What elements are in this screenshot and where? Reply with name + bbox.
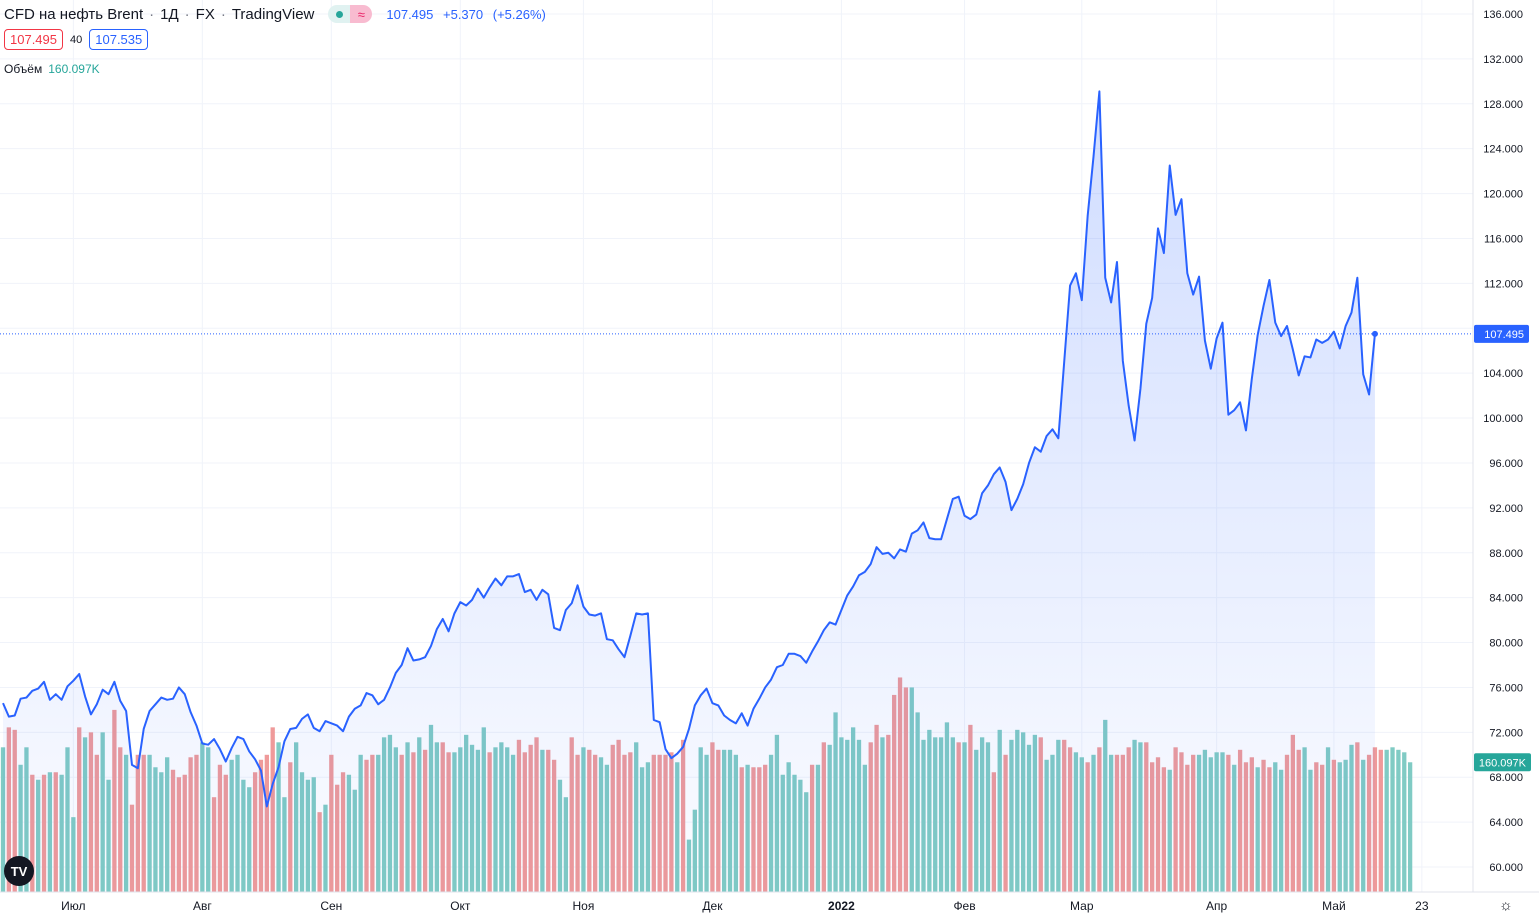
time-tick-label: Ноя xyxy=(573,899,595,913)
volume-bar xyxy=(1372,747,1378,892)
volume-bar xyxy=(1390,747,1395,892)
price-tick-label: 88.000 xyxy=(1489,548,1523,560)
provider-label: TradingView xyxy=(231,5,315,23)
time-tick-label: 23 xyxy=(1415,899,1429,913)
time-axis-bg xyxy=(0,892,1539,917)
price-tick-label: 92.000 xyxy=(1489,503,1523,515)
time-tick-label: Авг xyxy=(193,899,212,913)
time-tick-label: Июл xyxy=(61,899,85,913)
separator: · xyxy=(184,5,190,23)
price-axis: 60.000 64.000 68.000 72.000 76.000 80.000 84.0… xyxy=(1472,0,1539,917)
price-line xyxy=(2,90,1376,808)
time-tick-label: Дек xyxy=(702,899,723,913)
price-tick-label: 72.000 xyxy=(1489,727,1523,739)
volume-label: Объём xyxy=(4,62,43,76)
price-tick-label: 68.000 xyxy=(1489,772,1523,784)
price-tick-label: 96.000 xyxy=(1489,458,1523,470)
exchange-label: FX xyxy=(195,5,215,23)
last-volume-tag-label: 160.097K xyxy=(1479,757,1527,769)
price-tick-label: 60.000 xyxy=(1489,862,1523,874)
time-tick-label: 2022 xyxy=(828,899,855,913)
time-axis: Июл Авг Сен Окт Ноя Дек 2022 Фев Мар Апр Май 23 xyxy=(0,891,1539,917)
volume-bar xyxy=(1402,752,1407,892)
volume-bar xyxy=(1396,749,1401,892)
price-tick-label: 116.000 xyxy=(1484,233,1523,245)
price-change: 107.495 +5.370 (+5.26%) xyxy=(386,7,552,22)
time-tick-label: Май xyxy=(1322,899,1346,913)
buy-button[interactable]: 107.535 xyxy=(89,29,149,50)
change-value: +5.370 xyxy=(443,6,484,22)
last-volume-tag xyxy=(1474,753,1531,772)
price-tick-label: 104.000 xyxy=(1483,368,1523,380)
price-tick-label: 84.000 xyxy=(1489,593,1523,605)
price-tick-label: 120.000 xyxy=(1483,189,1523,201)
price-area xyxy=(3,91,1375,893)
time-tick-label: Мар xyxy=(1070,899,1094,913)
interval-label[interactable]: 1Д xyxy=(160,5,179,23)
last-price-tag xyxy=(1474,324,1529,343)
price-tick-label: 76.000 xyxy=(1489,682,1523,694)
market-open-icon xyxy=(328,5,351,23)
quote-row: 107.495 40 107.535 xyxy=(4,29,149,50)
price-tick-label: 112.000 xyxy=(1484,278,1523,290)
volume-bar xyxy=(1407,762,1413,892)
time-tick-label: Фев xyxy=(953,899,975,913)
separator: · xyxy=(149,5,155,23)
tradingview-logo[interactable]: TV xyxy=(4,856,34,886)
status-pill[interactable]: ≈ xyxy=(328,5,373,23)
wave-icon: ≈ xyxy=(350,5,373,23)
time-tick-label: Окт xyxy=(450,899,471,913)
axis-tags: 107.495 160.097K xyxy=(1474,324,1531,772)
change-percent: (+5.26%) xyxy=(492,6,546,22)
gear-icon[interactable]: ☼ xyxy=(1499,897,1513,914)
time-tick-label: Сен xyxy=(320,899,342,913)
last-price-tag-label: 107.495 xyxy=(1484,329,1524,341)
last-price-dot xyxy=(1371,330,1378,337)
spread-value: 40 xyxy=(70,33,83,46)
price-tick-label: 136.000 xyxy=(1483,9,1523,21)
volume-bar xyxy=(1378,749,1383,892)
sell-button[interactable]: 107.495 xyxy=(4,29,63,50)
separator: · xyxy=(220,5,226,23)
time-tick-label: Апр xyxy=(1206,899,1228,913)
price-tick-label: 64.000 xyxy=(1489,817,1523,829)
last-price: 107.495 xyxy=(386,6,434,22)
symbol-title[interactable]: CFD на нефть Brent xyxy=(4,5,144,23)
volume-legend[interactable]: Объём 160.097K xyxy=(4,62,100,76)
price-tick-label: 124.000 xyxy=(1483,144,1523,156)
price-tick-label: 128.000 xyxy=(1483,99,1523,111)
volume-bar xyxy=(1384,749,1389,892)
price-tick-label: 100.000 xyxy=(1483,413,1523,425)
volume-value: 160.097K xyxy=(48,62,100,76)
price-tick-label: 132.000 xyxy=(1483,54,1523,66)
price-tick-label: 80.000 xyxy=(1489,638,1523,650)
chart-header: CFD на нефть Brent · 1Д · FX · TradingVi… xyxy=(4,4,552,24)
